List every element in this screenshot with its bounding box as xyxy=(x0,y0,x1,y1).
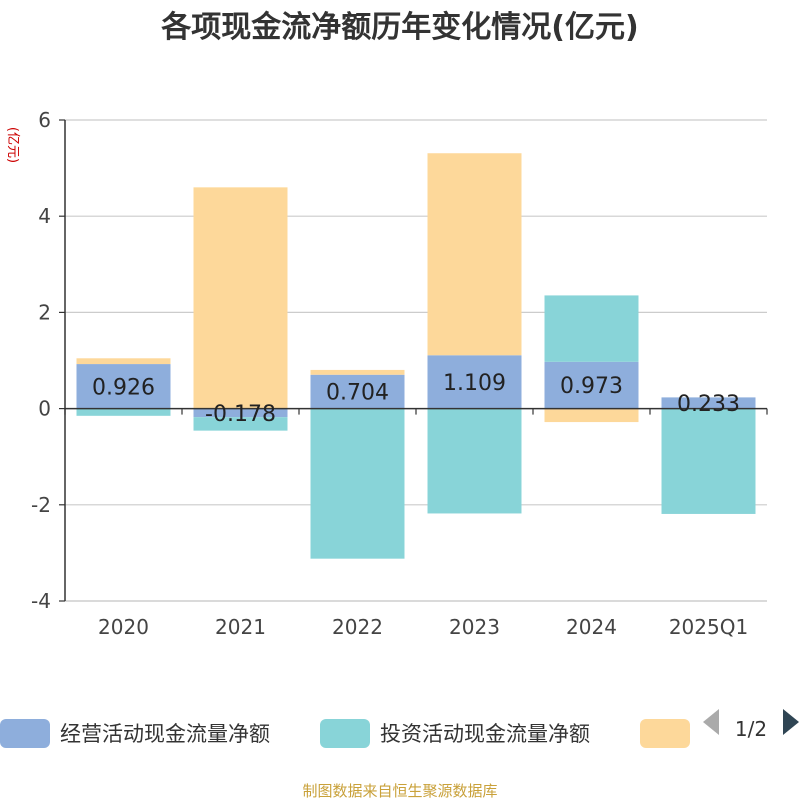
bar-operating-2020 xyxy=(76,364,171,409)
bar-operating-2024 xyxy=(544,361,639,409)
bar-investing-2020 xyxy=(76,408,171,416)
legend-label-investing: 投资活动现金流量净额 xyxy=(380,722,590,746)
bar-financing-2023 xyxy=(427,153,522,356)
legend-swatch-investing xyxy=(320,719,370,748)
bar-investing-2023 xyxy=(427,408,522,514)
legend-pager: 1/2 xyxy=(703,709,799,741)
chart-title: 各项现金流净额历年变化情况(亿元) xyxy=(160,10,638,45)
bar-operating-2023 xyxy=(427,355,522,409)
bar-financing-2020 xyxy=(76,358,171,365)
y-tick-label: -2 xyxy=(31,493,51,517)
x-tick-label: 2020 xyxy=(98,615,149,639)
bar-investing-2025Q1 xyxy=(661,408,756,514)
x-tick-label: 2023 xyxy=(449,615,500,639)
data-label-2020: 0.926 xyxy=(92,375,155,400)
legend-swatch-operating xyxy=(0,719,50,748)
legend-label-operating: 经营活动现金流量净额 xyxy=(60,722,270,746)
bar-investing-2022 xyxy=(310,408,405,559)
bar-operating-2025Q1 xyxy=(661,397,756,409)
y-axis-label: (亿元) xyxy=(5,127,20,163)
x-tick-label: 2025Q1 xyxy=(669,615,748,639)
pager-next-icon[interactable] xyxy=(783,709,799,735)
grid-lines xyxy=(65,119,767,602)
bar-financing-2022 xyxy=(310,369,405,375)
data-label-2025Q1: 0.233 xyxy=(677,392,740,417)
y-tick-label: -4 xyxy=(31,589,51,613)
data-label-2022: 0.704 xyxy=(326,381,389,406)
pager-prev-icon[interactable] xyxy=(703,709,719,735)
x-tick-label: 2024 xyxy=(566,615,617,639)
bar-investing-2021 xyxy=(193,417,288,431)
bar-operating-2021 xyxy=(193,408,288,418)
bar-financing-2024 xyxy=(544,408,639,423)
x-tick-label: 2021 xyxy=(215,615,266,639)
data-label-2021: -0.178 xyxy=(205,402,276,427)
legend: 经营活动现金流量净额 投资活动现金流量净额 xyxy=(0,719,690,748)
source-note: 制图数据来自恒生聚源数据库 xyxy=(302,782,497,800)
data-labels: 0.926 -0.178 0.704 1.109 0.973 0.233 xyxy=(92,371,740,427)
y-tick-label: 0 xyxy=(38,397,51,421)
bar-financing-2021 xyxy=(193,187,288,409)
y-tick-label: 4 xyxy=(38,204,51,228)
y-tick-label: 6 xyxy=(38,108,51,132)
axes: -4 -2 0 2 4 6 2020 2021 2022 2023 2024 2025Q1 xyxy=(31,108,768,639)
legend-swatch-financing xyxy=(640,719,690,748)
x-tick-label: 2022 xyxy=(332,615,383,639)
bars xyxy=(76,153,756,559)
pager-text: 1/2 xyxy=(735,717,767,741)
y-tick-label: 2 xyxy=(38,300,51,324)
data-label-2024: 0.973 xyxy=(560,374,623,399)
data-label-2023: 1.109 xyxy=(443,371,506,396)
bar-investing-2024 xyxy=(544,295,639,362)
bar-operating-2022 xyxy=(310,374,405,409)
